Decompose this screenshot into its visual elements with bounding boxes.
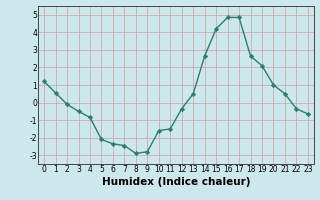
X-axis label: Humidex (Indice chaleur): Humidex (Indice chaleur) <box>102 177 250 187</box>
